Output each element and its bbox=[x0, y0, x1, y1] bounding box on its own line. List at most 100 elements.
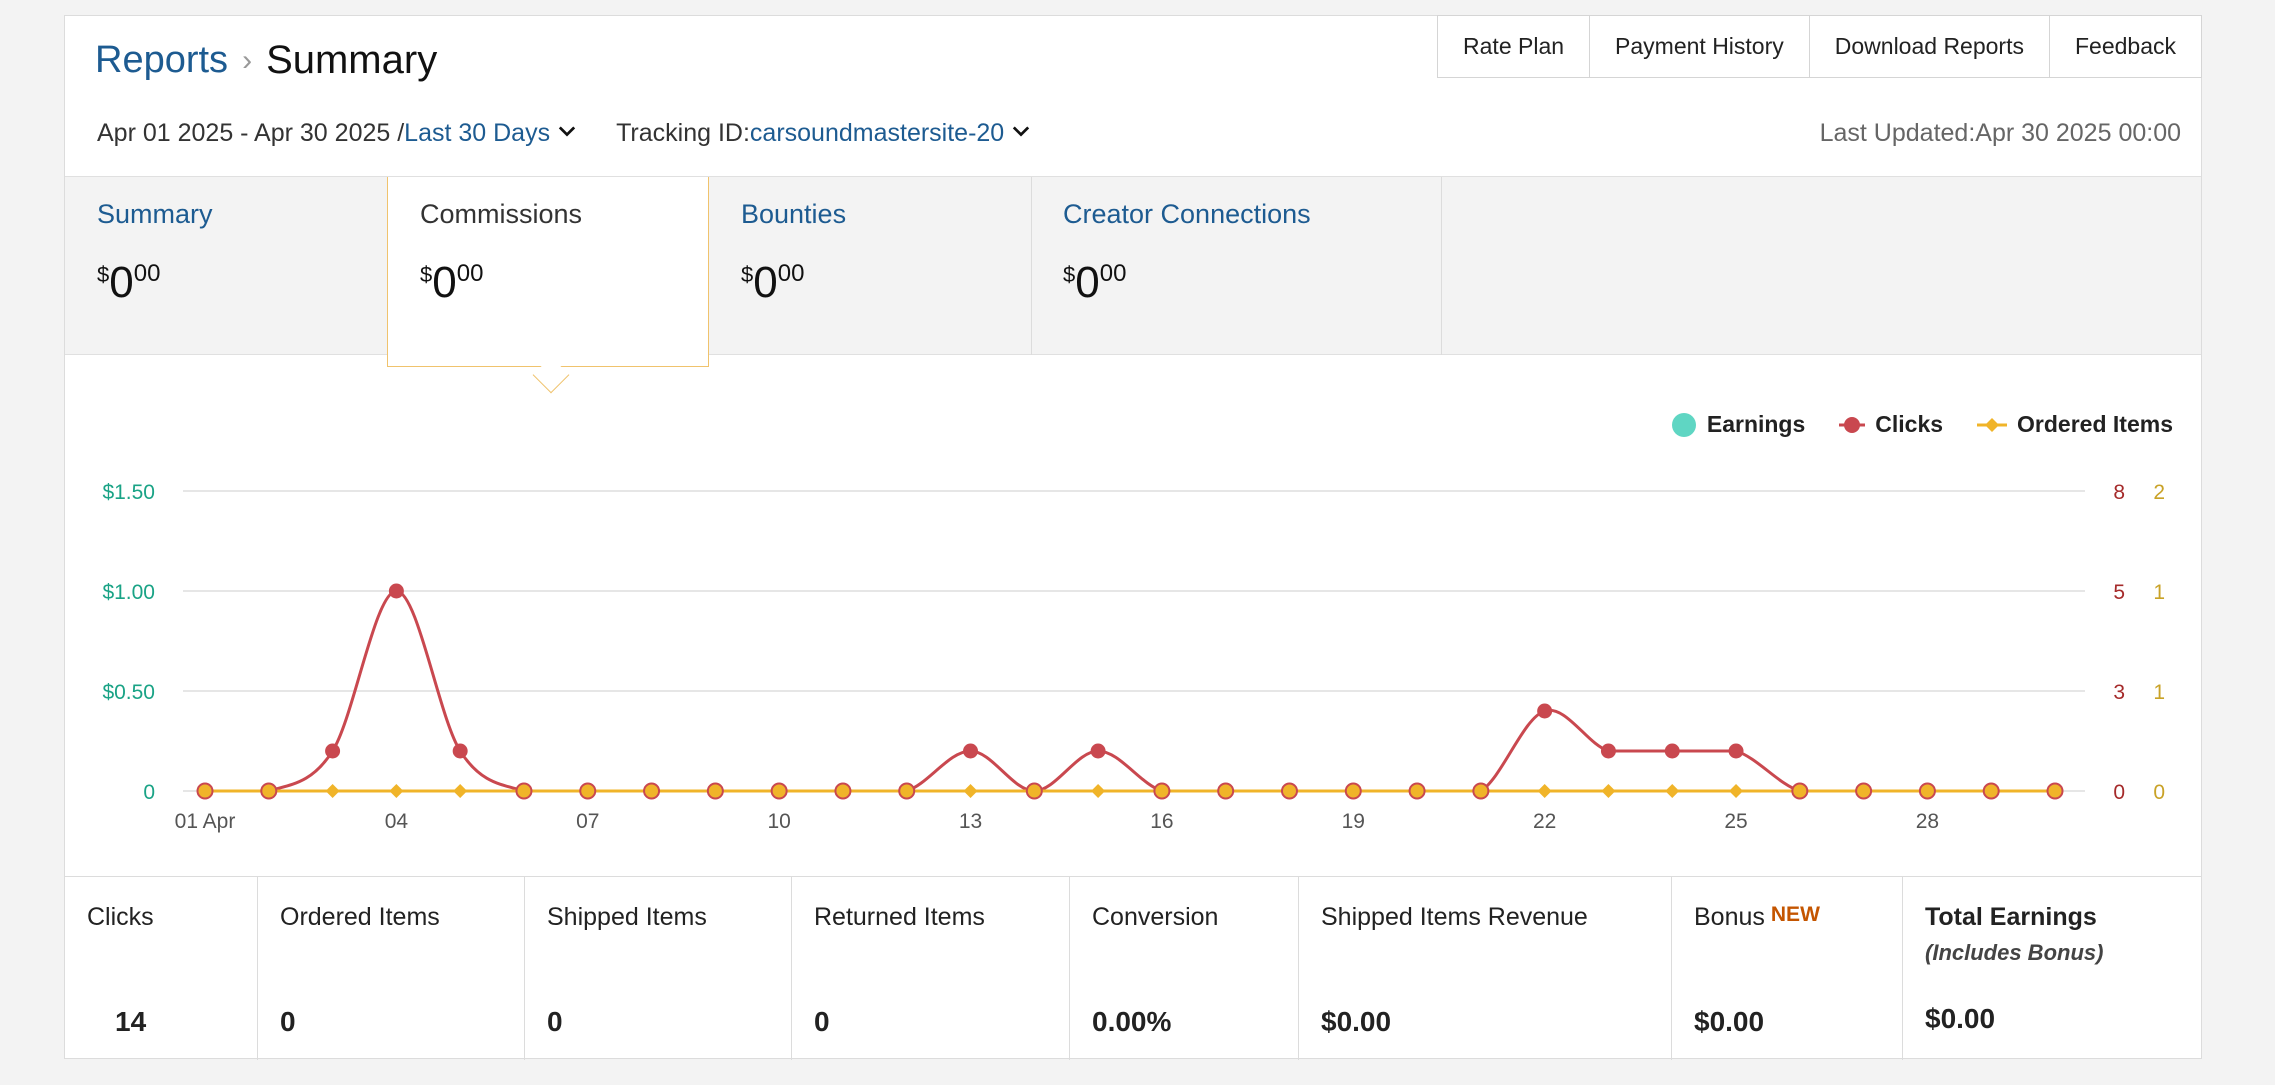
ordered-items-data-point bbox=[453, 784, 468, 798]
new-badge: NEW bbox=[1770, 903, 1820, 926]
clicks-data-point bbox=[452, 743, 468, 759]
legend-ordered-items[interactable]: Ordered Items bbox=[1977, 411, 2173, 438]
tab-label: Summary bbox=[97, 199, 213, 229]
tab-label: Bounties bbox=[741, 199, 847, 229]
stat-bonus: Bonus NEW $0.00 bbox=[1672, 877, 1903, 1060]
legend-label: Earnings bbox=[1706, 411, 1806, 437]
breadcrumb-separator: › bbox=[242, 43, 253, 77]
stat-ordered-items: Ordered Items 0 bbox=[258, 877, 525, 1060]
stat-value: 0.00% bbox=[1092, 1006, 1172, 1037]
tracking-id-label: Tracking ID: bbox=[616, 119, 750, 147]
stat-value: 0 bbox=[280, 1006, 296, 1037]
breadcrumb: Reports › Summary bbox=[95, 38, 437, 83]
clicks-data-point bbox=[1728, 743, 1744, 759]
tab-amount: $000 bbox=[1063, 258, 1127, 307]
clicks-data-point bbox=[706, 782, 724, 800]
clicks-data-point bbox=[834, 782, 852, 800]
chart-legend: Earnings Clicks Ordered Items bbox=[1637, 411, 2173, 438]
items-axis-tick-label: 1 bbox=[2153, 681, 2165, 704]
legend-earnings[interactable]: Earnings bbox=[1671, 411, 1805, 438]
stat-shipped-items-revenue: Shipped Items Revenue $0.00 bbox=[1299, 877, 1672, 1060]
clicks-data-point bbox=[325, 743, 341, 759]
clicks-data-point bbox=[1855, 782, 1873, 800]
download-reports-button[interactable]: Download Reports bbox=[1809, 15, 2050, 78]
ordered-items-legend-icon bbox=[1977, 417, 2008, 432]
last-updated-text: Last Updated:Apr 30 2025 00:00 bbox=[1819, 119, 2181, 147]
stat-label: Bonus NEW bbox=[1694, 903, 1820, 931]
stat-value: $0.00 bbox=[1694, 1006, 1765, 1037]
tab-summary[interactable]: Summary $000 bbox=[65, 177, 387, 355]
clicks-data-point bbox=[1280, 782, 1298, 800]
stat-shipped-items: Shipped Items 0 bbox=[525, 877, 792, 1060]
items-axis-tick-label: 0 bbox=[2153, 781, 2165, 804]
feedback-button[interactable]: Feedback bbox=[2049, 15, 2202, 78]
report-panel: Reports › Summary Rate Plan Payment Hist… bbox=[64, 15, 2202, 1060]
x-axis-tick-label: 25 bbox=[1724, 810, 1747, 833]
stat-label: Shipped Items bbox=[547, 903, 707, 931]
clicks-data-point bbox=[260, 782, 278, 800]
filters-bar: Apr 01 2025 - Apr 30 2025 / Last 30 Days… bbox=[97, 119, 1030, 148]
clicks-axis-tick-label: 8 bbox=[2113, 481, 2125, 504]
legend-clicks[interactable]: Clicks bbox=[1839, 411, 1943, 438]
chevron-down-icon[interactable] bbox=[558, 122, 576, 140]
stat-sublabel: (Includes Bonus) bbox=[1925, 940, 2104, 965]
chevron-down-icon[interactable] bbox=[1012, 122, 1030, 140]
clicks-data-point bbox=[1090, 743, 1106, 759]
left-axis-tick-label: 0 bbox=[143, 781, 155, 804]
clicks-data-point bbox=[963, 743, 979, 759]
stat-label: Conversion bbox=[1092, 903, 1219, 931]
clicks-axis-tick-label: 0 bbox=[2113, 781, 2125, 804]
clicks-data-point bbox=[1344, 782, 1362, 800]
clicks-data-point bbox=[1408, 782, 1426, 800]
x-axis-tick-label: 10 bbox=[767, 810, 790, 833]
rate-plan-button[interactable]: Rate Plan bbox=[1437, 15, 1591, 78]
clicks-data-point bbox=[579, 782, 597, 800]
tab-bounties[interactable]: Bounties $000 bbox=[709, 177, 1031, 355]
clicks-data-point bbox=[388, 583, 404, 599]
stat-value: 0 bbox=[547, 1006, 563, 1037]
tab-divider bbox=[1441, 177, 1442, 355]
stats-bar: Clicks 14 Ordered Items 0 Shipped Items … bbox=[65, 876, 2201, 1060]
stat-value: 14 bbox=[115, 1006, 147, 1037]
left-axis-tick-label: $1.00 bbox=[102, 581, 155, 604]
page-title: Summary bbox=[266, 38, 438, 82]
top-nav: Rate Plan Payment History Download Repor… bbox=[1437, 15, 2202, 78]
clicks-data-point bbox=[1025, 782, 1043, 800]
ordered-items-data-point bbox=[1091, 784, 1106, 798]
clicks-data-point bbox=[196, 782, 214, 800]
ordered-items-data-point bbox=[1665, 784, 1680, 798]
tab-label: Creator Connections bbox=[1063, 199, 1311, 229]
stat-value: $0.00 bbox=[1321, 1006, 1392, 1037]
tab-amount: $000 bbox=[420, 258, 484, 307]
earnings-legend-icon bbox=[1671, 412, 1696, 437]
clicks-data-point bbox=[1982, 782, 2000, 800]
clicks-axis-tick-label: 3 bbox=[2113, 681, 2125, 704]
clicks-data-point bbox=[1918, 782, 1936, 800]
ordered-items-data-point bbox=[325, 784, 340, 798]
clicks-data-point bbox=[1472, 782, 1490, 800]
payment-history-button[interactable]: Payment History bbox=[1590, 15, 1810, 78]
stat-label: Ordered Items bbox=[280, 903, 440, 931]
clicks-data-point bbox=[643, 782, 661, 800]
left-axis-tick-label: $1.50 bbox=[102, 481, 155, 504]
clicks-data-point bbox=[515, 782, 533, 800]
ordered-items-data-point bbox=[389, 784, 404, 798]
stat-label: Shipped Items Revenue bbox=[1321, 903, 1588, 931]
tab-creator-connections[interactable]: Creator Connections $000 bbox=[1031, 177, 1441, 355]
clicks-data-point bbox=[2046, 782, 2064, 800]
clicks-data-point bbox=[1791, 782, 1809, 800]
legend-label: Ordered Items bbox=[2017, 411, 2173, 437]
stat-label: Returned Items bbox=[814, 903, 985, 931]
clicks-axis-tick-label: 5 bbox=[2113, 581, 2125, 604]
period-dropdown[interactable]: Last 30 Days bbox=[404, 119, 551, 147]
stat-total-earnings: Total Earnings (Includes Bonus) $0.00 bbox=[1903, 877, 2201, 1060]
tracking-id-dropdown[interactable]: carsoundmastersite-20 bbox=[749, 119, 1005, 147]
tab-amount: $000 bbox=[741, 258, 805, 307]
stat-clicks: Clicks 14 bbox=[65, 877, 258, 1060]
x-axis-tick-label: 28 bbox=[1916, 810, 1939, 833]
breadcrumb-reports-link[interactable]: Reports bbox=[95, 39, 229, 81]
date-range-text: Apr 01 2025 - Apr 30 2025 / bbox=[97, 119, 405, 147]
tab-commissions[interactable]: Commissions $000 bbox=[387, 177, 709, 394]
x-axis-tick-label: 19 bbox=[1342, 810, 1365, 833]
stat-value: 0 bbox=[814, 1006, 830, 1037]
